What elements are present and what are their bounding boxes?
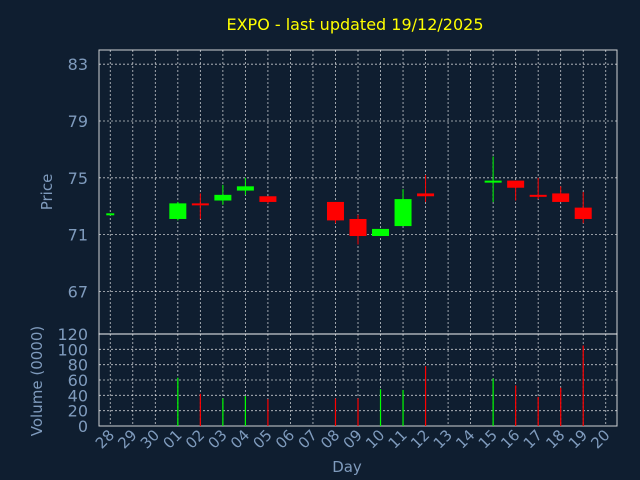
volume-tick-label: 60 — [68, 371, 88, 390]
price-tick-label: 75 — [68, 169, 88, 188]
volume-tick-label: 80 — [68, 356, 88, 375]
candle-body — [349, 218, 367, 237]
volume-tick-label: 120 — [57, 325, 88, 344]
candle-body — [574, 207, 592, 219]
x-tick-label: 20 — [587, 426, 613, 452]
candle-body — [236, 186, 254, 191]
price-tick-label: 67 — [68, 282, 88, 301]
x-axis: 2829300102030405060708091011121314151617… — [92, 426, 614, 452]
volume-tick-label: 20 — [68, 402, 88, 421]
price-panel: 67 71 75 79 83 — [68, 49, 618, 335]
candle-body — [529, 194, 547, 197]
price-tick-label: 83 — [68, 55, 88, 74]
candle-body — [259, 196, 277, 202]
volume-tick-label: 0 — [78, 417, 88, 436]
candle-body — [484, 180, 502, 183]
price-axis-label: Price — [38, 174, 56, 211]
candle-body — [214, 194, 232, 201]
candle-body — [326, 201, 344, 221]
candle-body — [372, 228, 390, 237]
candle-body — [394, 199, 412, 227]
volume-tick-label: 100 — [57, 340, 88, 359]
candle-body — [169, 203, 187, 219]
candle-body — [552, 193, 570, 202]
volume-tick-label: 40 — [68, 386, 88, 405]
chart-title: EXPO - last updated 19/12/2025 — [226, 15, 483, 34]
x-axis-label: Day — [332, 458, 362, 476]
price-tick-label: 71 — [68, 226, 88, 245]
candle-body — [507, 180, 525, 188]
volume-axis-label: Volume (0000) — [28, 326, 46, 436]
candle-body — [191, 203, 209, 206]
candle-body — [106, 213, 115, 216]
price-tick-label: 79 — [68, 112, 88, 131]
candle-body — [417, 193, 435, 197]
